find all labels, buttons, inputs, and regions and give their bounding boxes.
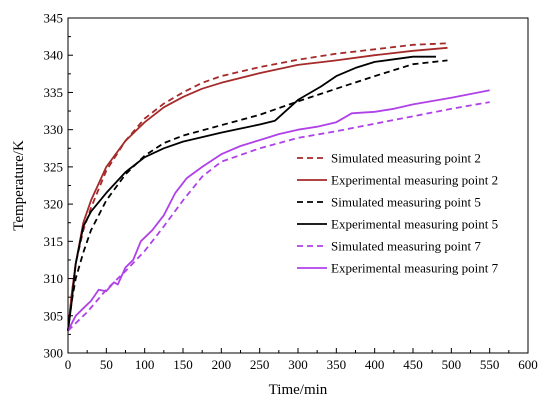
legend-label-4: Experimental measuring point 5 xyxy=(331,217,498,232)
x-tick-label: 450 xyxy=(403,357,423,372)
y-tick-label: 305 xyxy=(44,308,64,323)
y-tick-label: 315 xyxy=(44,234,64,249)
legend-label-5: Simulated measuring point 7 xyxy=(331,239,481,254)
legend-label-2: Experimental measuring point 2 xyxy=(331,173,498,188)
legend-label-1: Simulated measuring point 2 xyxy=(331,151,481,166)
y-tick-label: 335 xyxy=(44,85,64,100)
y-tick-label: 320 xyxy=(44,197,64,212)
y-tick-label: 340 xyxy=(44,48,64,63)
plot-lines xyxy=(67,42,490,332)
y-tick-label: 310 xyxy=(44,271,64,286)
x-tick-label: 100 xyxy=(135,357,155,372)
series-line-4 xyxy=(67,55,436,331)
x-tick-label: 550 xyxy=(480,357,500,372)
y-tick-label: 345 xyxy=(44,11,64,26)
y-tick-label: 300 xyxy=(44,346,64,361)
x-tick-label: 150 xyxy=(173,357,193,372)
x-tick-label: 350 xyxy=(327,357,347,372)
x-axis: 0 50 100 150 200 250 300 350 400 450 500 550 600 xyxy=(65,348,538,372)
series-line-6 xyxy=(67,89,490,332)
y-tick-label: 325 xyxy=(44,159,64,174)
y-tick-label: 330 xyxy=(44,122,64,137)
x-tick-label: 0 xyxy=(65,357,72,372)
x-tick-label: 500 xyxy=(442,357,462,372)
y-axis-title: Temperature/K xyxy=(11,140,27,231)
x-tick-label: 250 xyxy=(250,357,270,372)
x-tick-label: 600 xyxy=(518,357,538,372)
x-tick-label: 400 xyxy=(365,357,385,372)
legend: Simulated measuring point 2 Experimental … xyxy=(297,151,499,276)
series-line-2 xyxy=(67,46,448,331)
legend-label-6: Experimental measuring point 7 xyxy=(331,261,499,276)
x-tick-label: 200 xyxy=(212,357,232,372)
x-tick-label: 300 xyxy=(288,357,308,372)
series-line-3 xyxy=(67,59,448,331)
legend-label-3: Simulated measuring point 5 xyxy=(331,195,481,210)
series-line-1 xyxy=(67,42,448,331)
x-tick-label: 50 xyxy=(100,357,113,372)
x-axis-title: Time/min xyxy=(269,382,328,398)
y-axis: 300 305 310 315 320 325 330 335 340 345 xyxy=(44,11,73,361)
